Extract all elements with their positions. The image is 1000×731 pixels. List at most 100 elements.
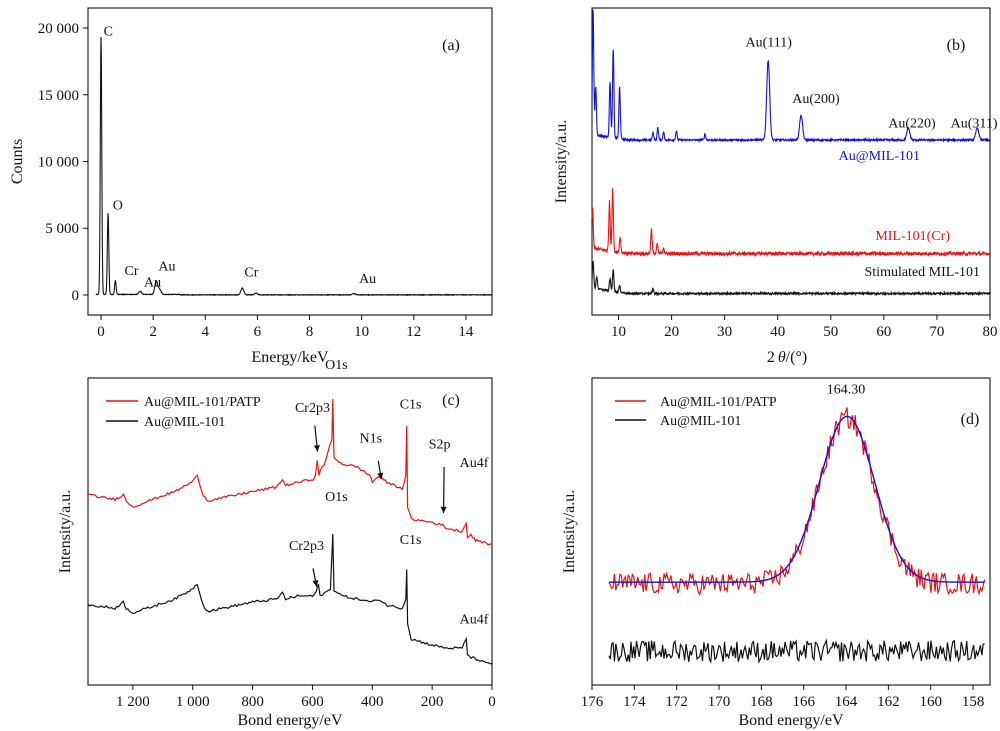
x-tick-label: 1 000	[176, 694, 210, 710]
panel-label: (a)	[442, 37, 460, 54]
arrow-head	[312, 579, 319, 587]
x-tick-label: 20	[664, 324, 679, 340]
x-tick-label: 0	[97, 324, 105, 340]
x-tick-label: 164	[835, 694, 858, 710]
x-tick-label: 10	[354, 324, 369, 340]
peak-annotation: N1s	[360, 431, 383, 446]
peak-annotation: C1s	[400, 398, 422, 413]
panel-a-frame	[87, 7, 493, 316]
eds-spectrum-line	[95, 37, 493, 297]
x-axis-label-suffix: /(°)	[786, 349, 808, 366]
x-tick-label: 166	[792, 694, 815, 710]
peak-annotation: Au(111)	[746, 35, 793, 50]
panel-b: 10 20 30 40 50 60 70 80 2 θ/(°) Intensity/a.u. (b) A…	[553, 7, 998, 366]
y-tick-label: 15 000	[38, 88, 79, 104]
peak-annotation: Au(220)	[888, 117, 936, 132]
x-tick-label: 30	[717, 324, 732, 340]
x-axis-label: Bond energy/eV	[738, 712, 843, 729]
x-tick-label: 12	[406, 324, 421, 340]
x-tick-label: 70	[929, 324, 944, 340]
panel-d-frame	[591, 377, 991, 686]
y-tick-label: 10 000	[38, 155, 79, 171]
legend-entry: Au@MIL-101	[144, 415, 225, 430]
xrd-series-line	[591, 9, 990, 143]
xps-series-line	[87, 398, 493, 546]
y-axis-label: Intensity/a.u.	[57, 490, 74, 574]
legend-entry: Au@MIL-101/PATP	[660, 395, 777, 410]
arrow-head	[377, 472, 384, 480]
x-tick-label: 800	[241, 694, 264, 710]
x-tick-label: 168	[750, 694, 773, 710]
x-tick-label: 50	[823, 324, 838, 340]
peak-annotation: C1s	[400, 533, 422, 548]
y-axis-label: Intensity/a.u.	[561, 490, 578, 574]
peak-annotation: Au4f	[460, 613, 489, 628]
x-tick-label: 160	[919, 694, 942, 710]
panel-c-frame	[87, 377, 493, 686]
x-tick-label: 400	[361, 694, 384, 710]
arrow-head	[313, 445, 320, 452]
x-tick-label: 170	[708, 694, 731, 710]
x-tick-label: 0	[488, 694, 496, 710]
peak-annotation: O	[113, 199, 123, 214]
legend-entry: Au@MIL-101/PATP	[144, 395, 261, 410]
panel-label: (b)	[947, 37, 966, 54]
peak-annotation: Cr2p3	[295, 401, 330, 416]
x-tick-label: 174	[623, 694, 646, 710]
x-tick-label: 60	[876, 324, 891, 340]
y-axis-label: Counts	[9, 139, 26, 184]
peak-annotation: O1s	[325, 490, 348, 505]
panel-label: (d)	[961, 411, 980, 428]
x-tick-label: 2	[149, 324, 157, 340]
peak-annotation: Au	[158, 259, 175, 274]
x-axis-label: Energy/keV	[251, 349, 328, 366]
peak-annotation: Cr2p3	[289, 539, 324, 554]
x-tick-label: 600	[301, 694, 324, 710]
x-tick-label: 10	[611, 324, 626, 340]
peak-annotation: O1s	[325, 358, 348, 373]
xps-series-line	[87, 534, 493, 665]
x-axis-label-prefix: 2	[767, 349, 775, 366]
peak-annotation: Au	[144, 275, 161, 290]
panel-b-frame	[591, 7, 991, 316]
x-axis-label-theta: θ	[778, 349, 786, 366]
peak-annotation: Cr	[244, 265, 258, 280]
peak-annotation: Au	[359, 272, 376, 287]
peak-annotation: Au(200)	[792, 92, 840, 107]
x-axis-label: 2 θ/(°)	[767, 349, 807, 366]
xps-s2p-series-line	[608, 638, 985, 664]
x-tick-label: 200	[421, 694, 444, 710]
legend-entry: Au@MIL-101	[660, 414, 741, 429]
x-tick-label: 172	[665, 694, 688, 710]
y-axis-label: Intensity/a.u.	[553, 120, 570, 204]
x-tick-label: 6	[254, 324, 262, 340]
x-tick-label: 1 200	[116, 694, 150, 710]
x-tick-label: 158	[962, 694, 985, 710]
x-tick-label: 40	[770, 324, 785, 340]
panel-a: 0 5 000 10 000 15 000 20 000 0 2 4 6 8 10 12 14 Energ…	[9, 7, 493, 366]
xrd-series-line	[591, 260, 991, 297]
x-tick-label: 4	[202, 324, 210, 340]
peak-annotation: S2p	[429, 438, 451, 453]
xps-s2p-series-line	[608, 407, 986, 597]
x-tick-label: 80	[983, 324, 998, 340]
panel-c: 1 200 1 000 800 600 400 200 0 Bond energy/eV Int…	[57, 358, 496, 729]
y-tick-label: 5 000	[45, 221, 79, 237]
x-tick-label: 176	[581, 694, 604, 710]
x-tick-label: 8	[306, 324, 314, 340]
arrow-head	[440, 506, 447, 514]
peak-annotation: Au4f	[460, 456, 489, 471]
fit-curve-line	[608, 415, 985, 583]
series-label: Stimulated MIL-101	[865, 265, 981, 280]
x-tick-label: 162	[877, 694, 900, 710]
x-tick-label: 14	[458, 324, 474, 340]
series-label: Au@MIL-101	[839, 149, 920, 164]
x-axis-label: Bond energy/eV	[237, 712, 342, 729]
arrow-shaft	[442, 467, 445, 514]
series-label: MIL-101(Cr)	[875, 229, 950, 244]
peak-annotation: C	[104, 24, 113, 39]
panel-label: (c)	[442, 392, 460, 409]
panel-d: 176 174 172 170 168 166 164 162 160 158 Bond energ…	[561, 377, 991, 729]
xrd-series-line	[591, 188, 991, 258]
